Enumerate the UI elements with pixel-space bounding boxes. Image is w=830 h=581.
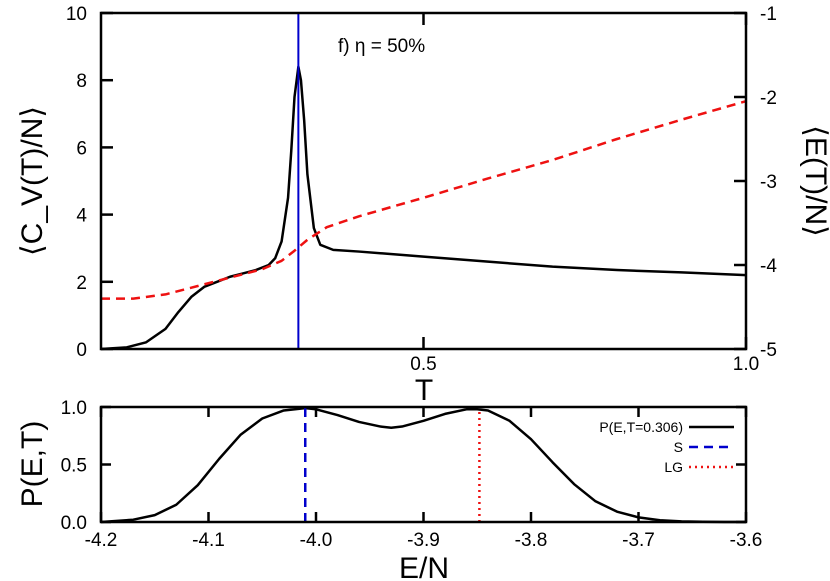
- top-x-tick-label: 1.0: [733, 354, 759, 375]
- top-right-y-tick-label: -3: [760, 172, 777, 193]
- top-y-tick-label: 10: [66, 4, 87, 25]
- bottom-y-axis-label: P(E,T): [16, 421, 49, 508]
- top-x-ticks: 0.5 1.0: [410, 13, 759, 375]
- bottom-x-tick-label: -4.1: [192, 530, 225, 551]
- top-right-y-tick-label: -5: [760, 340, 777, 361]
- bottom-x-tick-label: -3.9: [407, 530, 440, 551]
- legend-label: P(E,T=0.306): [599, 419, 683, 435]
- top-plot-frame: [99, 11, 748, 351]
- bottom-x-tick-label: -4.2: [85, 530, 118, 551]
- top-panel: 0.5 1.0 0 2 4 6 8 10 -5 -4 -3 -2 -1 f) η = 50% T ⟨…: [16, 4, 830, 407]
- bottom-x-tick-label: -3.8: [515, 530, 548, 551]
- bottom-series-layer: [100, 406, 746, 524]
- legend: P(E,T=0.306) S LG: [599, 419, 734, 475]
- top-right-y-tick-label: -2: [760, 88, 777, 109]
- legend-label: LG: [664, 459, 683, 475]
- legend-label: S: [674, 439, 683, 455]
- top-x-tick-label: 0.5: [410, 354, 436, 375]
- bottom-y-tick-label: 0.5: [61, 456, 87, 477]
- bottom-y-tick-label: 0.0: [61, 513, 87, 534]
- bottom-y-ticks: 0.0 0.5 1.0: [61, 398, 746, 534]
- top-y-tick-label: 6: [76, 138, 87, 159]
- bottom-x-ticks: -4.2 -4.1 -4.0 -3.9 -3.8 -3.7 -3.6: [85, 407, 763, 551]
- top-right-y-tick-label: -1: [760, 4, 777, 25]
- probability-curve: [100, 406, 746, 524]
- bottom-x-axis-label: E/N: [399, 552, 449, 581]
- top-y-tick-label: 2: [76, 273, 87, 294]
- bottom-x-tick-label: -3.7: [622, 530, 655, 551]
- top-y-tick-label: 0: [76, 340, 87, 361]
- bottom-x-tick-label: -3.6: [730, 530, 763, 551]
- specific-heat-curve: [100, 65, 747, 351]
- bottom-x-tick-label: -4.0: [300, 530, 333, 551]
- top-right-y-tick-label: -4: [760, 256, 777, 277]
- top-left-y-ticks: 0 2 4 6 8 10: [66, 4, 113, 361]
- top-right-y-ticks: -5 -4 -3 -2 -1: [734, 4, 777, 361]
- top-x-axis-label: T: [415, 374, 433, 407]
- top-right-y-axis-label: ⟨E(T)/N⟩: [799, 125, 830, 237]
- top-y-tick-label: 4: [76, 206, 87, 227]
- top-y-tick-label: 8: [76, 71, 87, 92]
- bottom-panel: -4.2 -4.1 -4.0 -3.9 -3.8 -3.7 -3.6 0.0 0.5 1.0 E…: [16, 398, 762, 581]
- bottom-y-tick-label: 1.0: [61, 398, 87, 419]
- energy-curve: [101, 99, 747, 300]
- panel-annotation: f) η = 50%: [338, 36, 425, 57]
- top-left-y-axis-label: ⟨C_V(T)/N⟩: [16, 106, 49, 256]
- top-series-layer: [100, 65, 747, 351]
